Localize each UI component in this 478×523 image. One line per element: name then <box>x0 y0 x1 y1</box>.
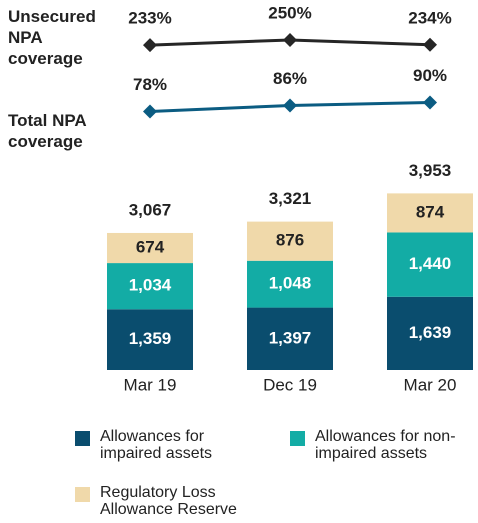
x-tick-label: Dec 19 <box>263 375 317 394</box>
data-label: 78% <box>133 75 167 94</box>
bar-segment <box>247 221 333 261</box>
marker <box>423 95 437 110</box>
data-label: 90% <box>413 66 447 85</box>
data-label: 86% <box>273 69 307 88</box>
legend-label: Regulatory Loss Allowance Reserve <box>100 484 237 518</box>
x-tick-label: Mar 20 <box>404 375 457 394</box>
data-label: 233% <box>128 9 171 28</box>
data-label: 1,359 <box>129 329 172 348</box>
marker <box>423 37 437 52</box>
bar-segment <box>107 232 193 264</box>
data-label: 874 <box>416 202 445 221</box>
bar-segment <box>247 307 333 370</box>
data-label: 1,440 <box>409 254 452 273</box>
legend-swatch <box>75 431 90 446</box>
bar-segment <box>247 260 333 308</box>
legend-label: Allowances for non-impaired assets <box>315 428 456 462</box>
bar-segment <box>387 232 473 297</box>
bar-segment <box>387 296 473 370</box>
total-label: 3,321 <box>269 189 312 208</box>
marker <box>143 38 157 53</box>
data-label: 674 <box>136 238 165 257</box>
marker <box>283 98 297 113</box>
data-label: 1,639 <box>409 323 452 342</box>
series-name: Unsecured NPA coverage <box>8 7 96 68</box>
legend-swatch <box>290 431 305 446</box>
total-label: 3,953 <box>409 161 452 180</box>
data-label: 876 <box>276 231 304 250</box>
total-label: 3,067 <box>129 200 172 219</box>
bar-segment <box>107 263 193 310</box>
marker <box>143 104 157 119</box>
data-label: 250% <box>268 3 311 22</box>
x-tick-label: Mar 19 <box>124 375 177 394</box>
data-label: 1,397 <box>269 328 312 347</box>
bar-segment <box>387 193 473 233</box>
data-label: 1,048 <box>269 274 312 293</box>
legend-swatch <box>75 487 90 502</box>
data-label: 1,034 <box>129 276 172 295</box>
series-name: Total NPA coverage <box>8 111 87 151</box>
marker <box>283 33 297 47</box>
legend-label: Allowances for impaired assets <box>100 428 213 462</box>
bar-segment <box>107 309 193 370</box>
data-label: 234% <box>408 8 451 27</box>
